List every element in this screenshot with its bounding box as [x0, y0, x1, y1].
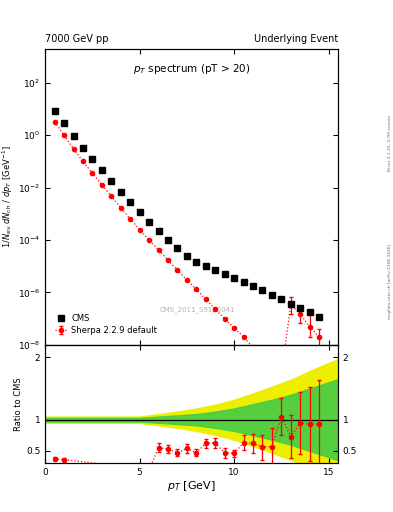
X-axis label: $p_T$ [GeV]: $p_T$ [GeV]: [167, 479, 216, 493]
CMS: [52, 108, 57, 114]
CMS: [99, 167, 104, 173]
Text: $p_T$ spectrum (pT > 20): $p_T$ spectrum (pT > 20): [133, 62, 250, 76]
CMS: [81, 145, 85, 151]
Y-axis label: $1/N_\mathrm{ev}$ $dN_\mathrm{ch}$ / $dp_T$ [GeV$^{-1}$]: $1/N_\mathrm{ev}$ $dN_\mathrm{ch}$ / $dp…: [1, 145, 15, 248]
CMS: [241, 279, 246, 285]
CMS: [109, 178, 114, 184]
CMS: [165, 237, 170, 243]
CMS: [62, 120, 66, 126]
CMS: [184, 253, 189, 259]
CMS: [71, 133, 76, 139]
CMS: [147, 219, 151, 225]
Y-axis label: Ratio to CMS: Ratio to CMS: [14, 377, 23, 431]
CMS: [222, 271, 227, 277]
Text: Underlying Event: Underlying Event: [254, 33, 338, 44]
Line: CMS: CMS: [51, 108, 322, 319]
Text: CMS_2011_S9120041: CMS_2011_S9120041: [160, 306, 235, 313]
CMS: [90, 156, 95, 162]
CMS: [156, 228, 161, 234]
CMS: [298, 305, 303, 311]
CMS: [118, 188, 123, 195]
CMS: [279, 296, 284, 302]
Text: mcplots.cern.ch [arXiv:1306.3436]: mcplots.cern.ch [arXiv:1306.3436]: [388, 244, 392, 319]
CMS: [194, 259, 199, 265]
CMS: [317, 313, 321, 319]
CMS: [128, 199, 132, 205]
CMS: [232, 275, 237, 281]
CMS: [260, 287, 265, 293]
CMS: [251, 283, 255, 289]
CMS: [137, 209, 142, 215]
CMS: [270, 292, 274, 298]
CMS: [213, 267, 218, 273]
CMS: [307, 309, 312, 315]
Text: Rivet 3.1.10, 3.7M events: Rivet 3.1.10, 3.7M events: [388, 115, 392, 172]
CMS: [288, 302, 293, 308]
Legend: CMS, Sherpa 2.2.9 default: CMS, Sherpa 2.2.9 default: [52, 311, 160, 338]
CMS: [204, 263, 208, 269]
CMS: [175, 245, 180, 251]
Text: 7000 GeV pp: 7000 GeV pp: [45, 33, 109, 44]
